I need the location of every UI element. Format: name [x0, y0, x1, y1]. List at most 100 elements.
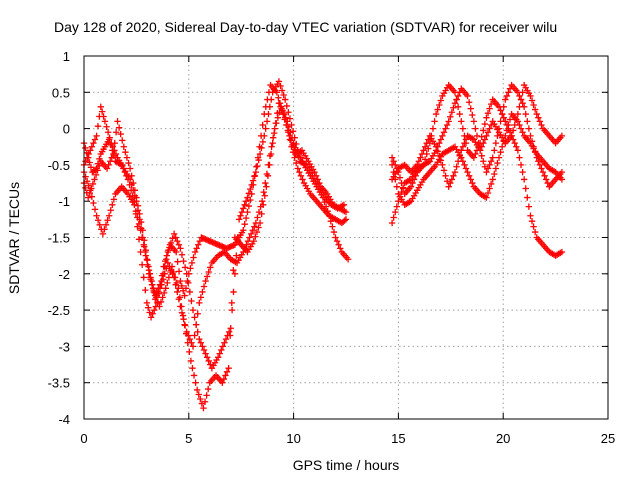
data-point	[219, 379, 226, 386]
data-point	[525, 125, 533, 132]
data-point	[418, 150, 426, 158]
data-point	[188, 339, 195, 346]
y-tick-labels: -4 -3.5 -3 -2.5 -2 -1.5 -1 -0.5 0 0.5 1	[48, 49, 70, 427]
data-point	[487, 158, 495, 165]
data-point	[99, 230, 107, 238]
data-point	[256, 150, 264, 158]
data-point	[185, 332, 192, 339]
data-point	[84, 194, 92, 201]
data-point	[170, 274, 178, 281]
data-point	[451, 99, 459, 107]
data-point	[505, 89, 512, 96]
data-point	[128, 172, 135, 179]
data-point	[197, 395, 204, 403]
data-point	[517, 125, 525, 132]
data-point	[200, 283, 208, 290]
data-point	[454, 158, 462, 165]
data-point	[524, 118, 531, 125]
y-tick-label: 0	[63, 122, 70, 137]
data-point	[221, 339, 228, 346]
data-point	[86, 189, 93, 197]
data-point	[106, 134, 113, 141]
data-point	[293, 148, 300, 156]
data-point	[224, 332, 231, 339]
data-point	[257, 203, 264, 210]
data-point	[282, 114, 289, 121]
data-point	[311, 168, 318, 176]
data-point	[190, 254, 197, 261]
data-point	[216, 350, 223, 357]
data-point	[114, 118, 121, 125]
data-point	[241, 201, 248, 209]
data-point	[558, 248, 566, 256]
data-point	[503, 92, 511, 100]
data-point	[480, 127, 487, 134]
y-tick-label: -1.5	[48, 231, 70, 246]
data-point	[467, 176, 474, 183]
data-point	[110, 196, 118, 203]
y-axis-label: SDTVAR / TECUs	[6, 182, 22, 294]
series-s4	[80, 103, 348, 350]
data-point	[458, 147, 465, 154]
data-point	[192, 321, 200, 328]
data-point	[175, 268, 183, 275]
data-point	[514, 110, 522, 118]
data-point	[288, 134, 296, 141]
data-point	[186, 288, 194, 296]
data-point	[194, 310, 201, 317]
data-point	[196, 335, 203, 343]
data-point	[110, 150, 117, 158]
data-point	[88, 185, 95, 192]
x-tick-label: 15	[391, 431, 405, 446]
data-point	[89, 180, 97, 188]
data-point	[90, 199, 97, 207]
data-point	[235, 216, 243, 223]
data-point	[539, 168, 547, 176]
data-point	[158, 281, 165, 288]
data-point	[261, 132, 268, 140]
data-point	[167, 239, 175, 247]
data-point	[251, 223, 258, 230]
data-point	[104, 129, 112, 136]
data-point	[91, 136, 99, 143]
data-point	[558, 132, 566, 140]
data-point	[263, 183, 270, 190]
data-point	[142, 247, 150, 254]
data-point	[505, 121, 512, 129]
data-point	[509, 127, 517, 134]
data-point	[109, 143, 117, 150]
data-point	[494, 132, 501, 140]
data-point	[250, 237, 257, 245]
data-point	[342, 216, 350, 223]
data-point	[500, 114, 507, 121]
data-point	[541, 172, 548, 179]
data-point	[445, 183, 452, 190]
series-s6	[388, 81, 566, 227]
data-point	[470, 118, 478, 125]
data-point	[274, 114, 282, 121]
data-point	[491, 170, 498, 178]
data-point	[467, 105, 474, 112]
data-point	[287, 129, 294, 136]
data-point	[500, 103, 507, 111]
data-point	[558, 176, 566, 183]
data-point	[344, 256, 352, 263]
data-point	[164, 248, 172, 256]
data-point	[279, 107, 286, 114]
data-point	[191, 332, 198, 339]
data-point	[178, 309, 186, 317]
data-point	[282, 96, 289, 103]
data-point	[492, 139, 500, 147]
data-point	[390, 214, 397, 221]
data-point	[489, 154, 496, 161]
data-point	[393, 203, 401, 210]
data-point	[187, 265, 194, 272]
data-point	[437, 97, 445, 104]
data-point	[174, 288, 181, 296]
data-point	[125, 159, 132, 167]
data-point	[240, 205, 247, 212]
data-point	[511, 121, 518, 129]
data-point	[453, 96, 460, 103]
data-point	[147, 314, 155, 321]
data-point	[393, 183, 401, 190]
